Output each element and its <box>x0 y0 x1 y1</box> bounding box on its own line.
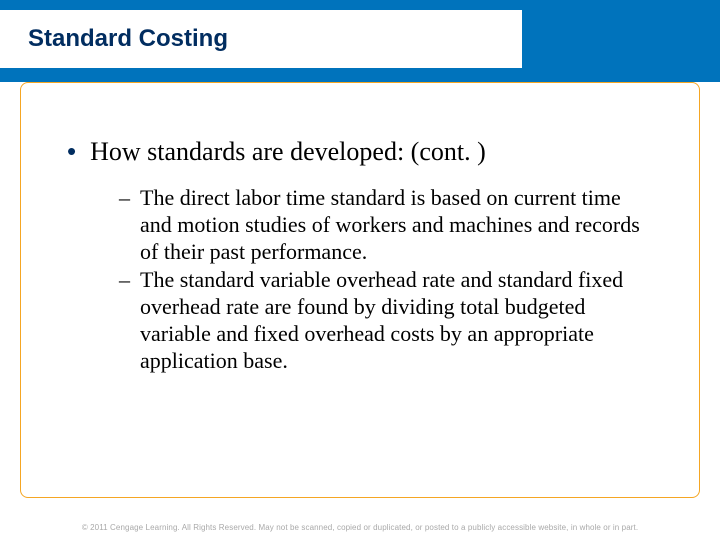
bullet-text: How standards are developed: (cont. ) <box>90 137 486 167</box>
sub-bullet-marker: – <box>119 185 130 211</box>
content-inner: • How standards are developed: (cont. ) … <box>21 83 699 375</box>
slide: Standard Costing • How standards are dev… <box>0 0 720 540</box>
sub-bullet-list: – The direct labor time standard is base… <box>67 185 653 375</box>
sub-bullet-text: The standard variable overhead rate and … <box>140 267 653 374</box>
sub-bullet-item: – The direct labor time standard is base… <box>119 185 653 265</box>
sub-bullet-text: The direct labor time standard is based … <box>140 185 653 265</box>
sub-bullet-marker: – <box>119 267 130 293</box>
title-plate: Standard Costing <box>0 10 522 68</box>
slide-title: Standard Costing <box>28 25 228 53</box>
bullet-item: • How standards are developed: (cont. ) <box>67 137 653 167</box>
content-frame: • How standards are developed: (cont. ) … <box>20 82 700 498</box>
bullet-marker: • <box>67 138 76 164</box>
copyright-footer: © 2011 Cengage Learning. All Rights Rese… <box>0 523 720 532</box>
sub-bullet-item: – The standard variable overhead rate an… <box>119 267 653 374</box>
